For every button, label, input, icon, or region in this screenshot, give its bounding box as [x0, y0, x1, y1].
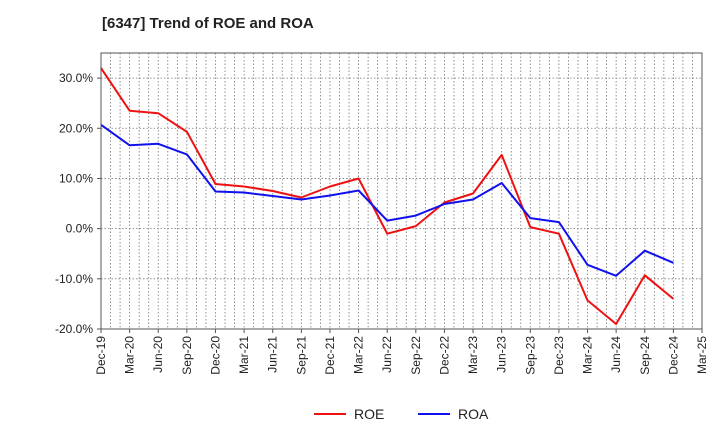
plot-frame: [100, 52, 703, 330]
x-tick-label: Jun-21: [266, 336, 280, 373]
x-tick-label: Sep-20: [180, 336, 194, 375]
x-axis-ticks: Dec-19 Mar-20 Jun-20 Sep-20 Dec-20 Mar-21 Jun-…: [94, 329, 709, 375]
legend-label-roe: ROE: [354, 406, 384, 422]
x-tick-label: Dec-22: [437, 336, 451, 375]
series-line-roe: [100, 67, 675, 325]
x-tick-label: Sep-24: [638, 336, 652, 375]
x-tick-label: Sep-21: [294, 336, 308, 375]
x-tick-label: Dec-24: [666, 336, 680, 375]
series-line-roa: [100, 123, 674, 277]
grid-layer: [101, 53, 702, 330]
x-tick-label: Dec-20: [208, 336, 222, 375]
x-tick-label: Jun-24: [609, 336, 623, 373]
x-tick-label: Jun-23: [495, 336, 509, 373]
x-tick-label: Sep-23: [523, 336, 537, 375]
series-layer: [100, 67, 675, 325]
legend: ROE ROA: [314, 406, 489, 422]
y-tick-label: 30.0%: [59, 71, 93, 85]
y-tick-label: 0.0%: [66, 222, 94, 236]
y-tick-label: 10.0%: [59, 171, 93, 185]
x-tick-label: Mar-21: [237, 336, 251, 374]
x-tick-label: Mar-24: [581, 336, 595, 374]
y-axis-ticks: 30.0% 20.0% 10.0% 0.0% -10.0% -20.0%: [55, 71, 101, 336]
x-tick-label: Jun-22: [380, 336, 394, 373]
legend-label-roa: ROA: [458, 406, 489, 422]
chart-title: [6347] Trend of ROE and ROA: [102, 15, 314, 32]
x-tick-label: Mar-25: [695, 336, 709, 374]
y-tick-label: 20.0%: [59, 121, 93, 135]
x-tick-label: Mar-20: [123, 336, 137, 374]
x-tick-label: Sep-22: [409, 336, 423, 375]
x-tick-label: Mar-23: [466, 336, 480, 374]
x-tick-label: Dec-21: [323, 336, 337, 375]
x-tick-label: Mar-22: [352, 336, 366, 374]
x-tick-label: Dec-23: [552, 336, 566, 375]
y-tick-label: -20.0%: [55, 322, 93, 336]
x-tick-label: Jun-20: [151, 336, 165, 373]
x-tick-label: Dec-19: [94, 336, 108, 375]
y-tick-label: -10.0%: [55, 272, 93, 286]
